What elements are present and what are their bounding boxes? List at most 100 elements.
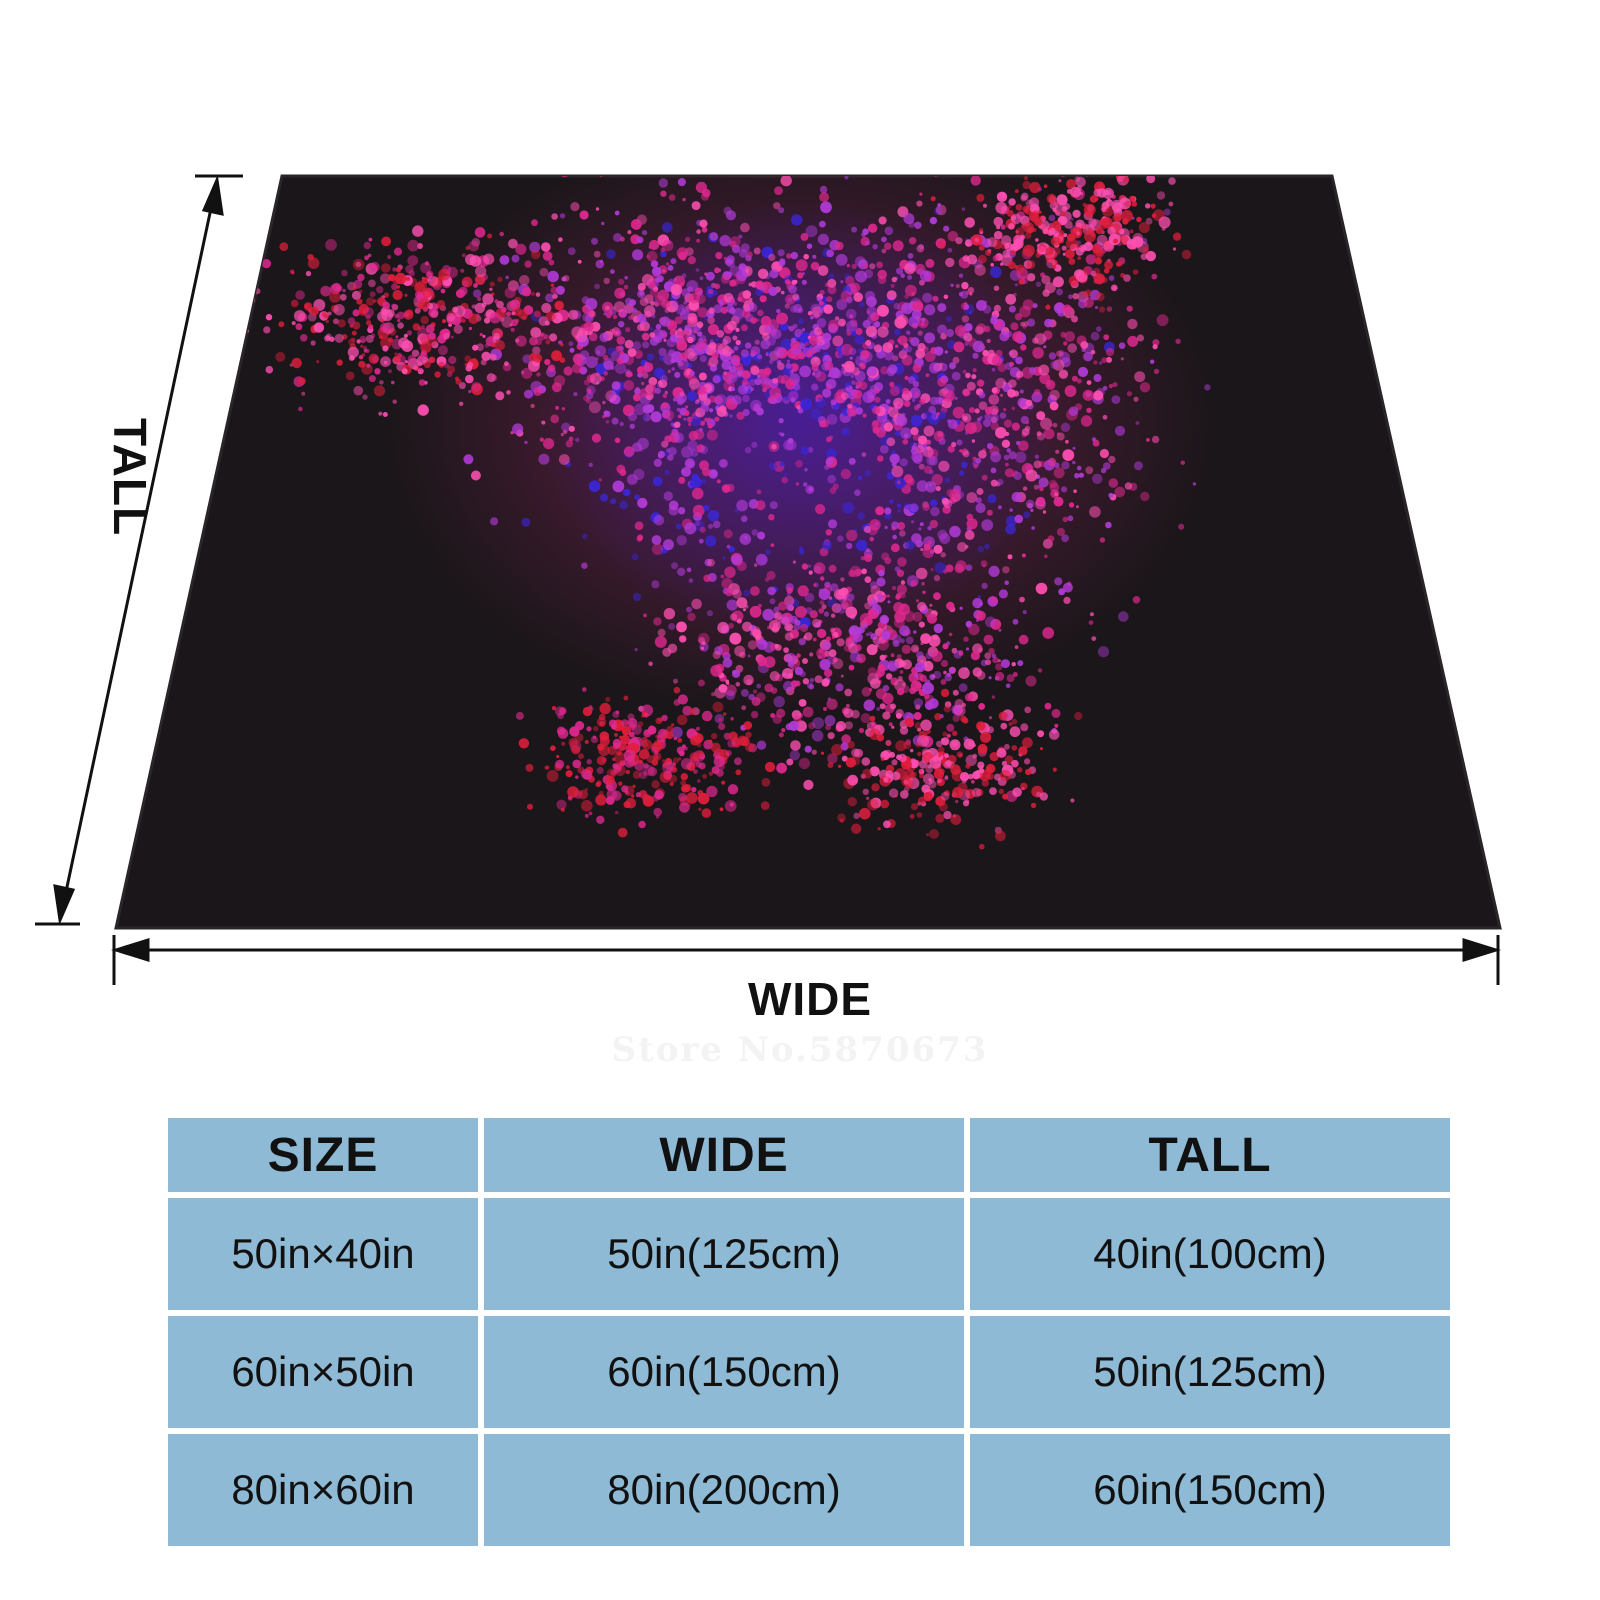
particle-dot xyxy=(471,238,481,247)
particle-dot xyxy=(754,563,758,567)
particle-dot xyxy=(876,304,889,317)
wide-cell: 60in(150cm) xyxy=(484,1316,964,1428)
particle-dot xyxy=(568,738,578,748)
particle-dot xyxy=(698,762,706,770)
particle-dot xyxy=(427,275,439,287)
particle-dot xyxy=(1049,482,1060,493)
particle-dot xyxy=(353,385,364,396)
particle-dot xyxy=(1181,249,1192,260)
particle-dot xyxy=(1034,454,1040,459)
particle-dot xyxy=(904,717,914,727)
particle-dot xyxy=(493,332,500,340)
particle-dot xyxy=(568,309,579,320)
particle-dot xyxy=(813,327,823,336)
particle-dot xyxy=(859,807,871,820)
particle-dot xyxy=(880,366,889,375)
store-watermark: Store No.5870673 xyxy=(611,1030,989,1070)
particle-dot xyxy=(736,597,748,609)
particle-dot xyxy=(981,582,988,590)
particle-dot xyxy=(711,732,718,740)
particle-dot xyxy=(848,457,856,465)
particle-dot xyxy=(805,485,815,494)
particle-dot xyxy=(566,765,570,770)
particle-dot xyxy=(426,334,432,340)
particle-dot xyxy=(1046,381,1052,387)
particle-dot xyxy=(589,372,602,385)
particle-dot xyxy=(376,286,384,294)
particle-dot xyxy=(917,727,922,732)
particle-dot xyxy=(960,772,970,782)
particle-dot xyxy=(741,378,749,386)
particle-dot xyxy=(326,336,330,341)
particle-dot xyxy=(717,621,729,634)
particle-dot xyxy=(768,514,775,521)
particle-dot xyxy=(966,492,978,503)
particle-dot xyxy=(936,412,940,416)
particle-dot xyxy=(966,513,974,521)
particle-dot xyxy=(692,504,705,517)
particle-dot xyxy=(938,410,947,420)
particle-dot xyxy=(851,367,860,376)
particle-dot xyxy=(828,519,838,529)
particle-dot xyxy=(827,474,836,484)
particle-dot xyxy=(713,304,723,314)
particle-dot xyxy=(1053,230,1060,237)
particle-dot xyxy=(713,395,723,405)
particle-dot xyxy=(661,440,669,448)
particle-dot xyxy=(611,381,621,391)
tall-cell: 60in(150cm) xyxy=(970,1434,1450,1546)
particle-dot xyxy=(686,606,692,613)
particle-dot xyxy=(1099,306,1106,313)
particle-dot xyxy=(757,531,766,540)
particle-dot xyxy=(1056,288,1063,296)
particle-dot xyxy=(674,316,683,325)
particle-dot xyxy=(1065,439,1069,444)
particle-dot xyxy=(1025,399,1033,407)
particle-dot xyxy=(998,628,1002,632)
particle-dot xyxy=(1038,477,1049,488)
particle-dot xyxy=(996,225,1001,230)
particle-dot xyxy=(990,467,997,474)
particle-dot xyxy=(810,315,814,320)
particle-dot xyxy=(663,491,673,501)
particle-dot xyxy=(1132,596,1141,604)
particle-dot xyxy=(593,726,599,732)
particle-dot xyxy=(945,328,955,338)
particle-dot xyxy=(1007,205,1012,210)
particle-dot xyxy=(702,467,711,477)
particle-dot xyxy=(387,255,392,259)
particle-dot xyxy=(788,720,799,732)
particle-dot xyxy=(685,792,698,804)
particle-dot xyxy=(575,437,580,443)
particle-dot xyxy=(642,341,650,349)
particle-dot xyxy=(750,365,760,376)
particle-dot xyxy=(1074,176,1081,183)
particle-dot xyxy=(918,463,925,470)
particle-dot xyxy=(792,560,797,564)
particle-dot xyxy=(922,590,926,594)
particle-dot xyxy=(1170,168,1176,174)
particle-dot xyxy=(782,367,791,377)
particle-dot xyxy=(784,279,791,285)
particle-dot xyxy=(1108,384,1113,389)
particle-dot xyxy=(651,314,656,319)
particle-dot xyxy=(660,250,667,258)
particle-dot xyxy=(1022,205,1030,213)
particle-dot xyxy=(912,398,916,402)
particle-dot xyxy=(1107,198,1111,203)
particle-dot xyxy=(826,448,837,460)
particle-dot xyxy=(1012,618,1019,625)
particle-dot xyxy=(1036,411,1046,421)
particle-dot xyxy=(998,711,1008,721)
particle-dot xyxy=(1022,299,1034,311)
particle-dot xyxy=(393,247,403,256)
particle-dot xyxy=(967,773,974,780)
particle-dot xyxy=(545,311,556,322)
particle-dot xyxy=(819,342,823,346)
particle-dot xyxy=(1006,448,1012,453)
particle-dot xyxy=(649,239,660,251)
particle-dot xyxy=(845,606,858,619)
particle-dot xyxy=(989,266,1002,278)
particle-dot xyxy=(990,416,998,424)
particle-dot xyxy=(577,259,582,264)
